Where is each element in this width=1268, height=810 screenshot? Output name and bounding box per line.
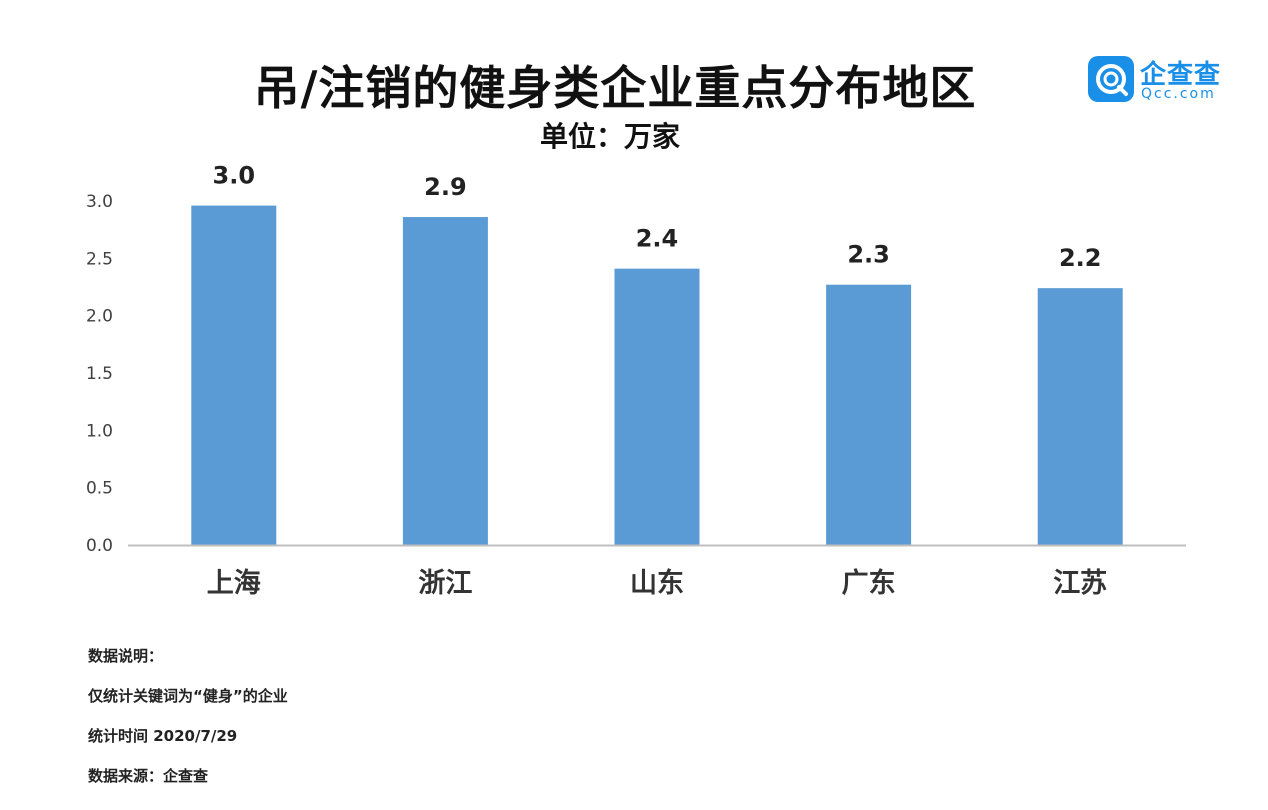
x-category-label: 山东 bbox=[630, 567, 684, 599]
bar bbox=[191, 205, 277, 545]
logo-name: 企查查 bbox=[1140, 60, 1222, 90]
x-category-label: 浙江 bbox=[418, 568, 472, 599]
y-tick-label: 0.0 bbox=[86, 536, 113, 556]
logo-domain: Qcc.com bbox=[1141, 86, 1216, 102]
y-tick-label: 1.0 bbox=[86, 421, 113, 441]
bar bbox=[402, 217, 488, 545]
chart-title: 吊/注销的健身类企业重点分布地区 bbox=[253, 61, 977, 115]
brand-logo: 企查查 Qcc.com bbox=[1088, 56, 1238, 106]
bar-value-label: 2.2 bbox=[1059, 244, 1102, 272]
notes-line-scope: 仅统计关键词为“健身”的企业 bbox=[88, 687, 288, 705]
bar bbox=[826, 284, 912, 545]
y-tick-label: 0.5 bbox=[86, 479, 113, 499]
bar-value-label: 2.4 bbox=[636, 225, 679, 253]
bar-value-label: 2.3 bbox=[847, 241, 890, 269]
data-notes: 数据说明： 仅统计关键词为“健身”的企业 统计时间 2020/7/29 数据来源… bbox=[88, 636, 288, 796]
x-category-label: 江苏 bbox=[1053, 568, 1107, 599]
bar-value-label: 2.9 bbox=[424, 173, 467, 201]
y-tick-label: 2.0 bbox=[86, 307, 113, 327]
notes-heading: 数据说明： bbox=[88, 647, 164, 665]
y-tick-label: 2.5 bbox=[86, 249, 113, 269]
x-category-label: 广东 bbox=[842, 567, 896, 599]
notes-line-date: 统计时间 2020/7/29 bbox=[88, 727, 238, 745]
notes-line-source: 数据来源：企查查 bbox=[88, 767, 209, 785]
x-category-label: 上海 bbox=[207, 568, 261, 599]
bar-value-label: 3.0 bbox=[213, 162, 256, 190]
bar bbox=[614, 268, 700, 545]
chart-subtitle: 单位：万家 bbox=[539, 120, 680, 153]
y-tick-label: 1.5 bbox=[86, 364, 113, 384]
y-tick-label: 3.0 bbox=[86, 192, 113, 212]
bar bbox=[1037, 288, 1123, 545]
qcc-logo-icon bbox=[1088, 56, 1134, 102]
